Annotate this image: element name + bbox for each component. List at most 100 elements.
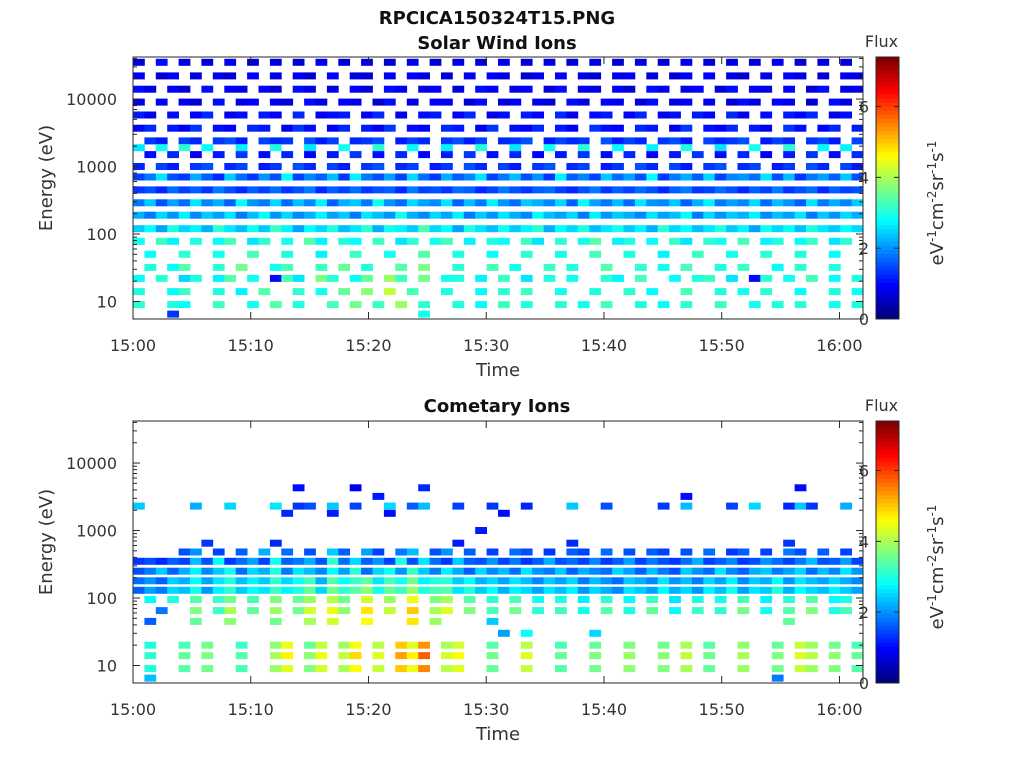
heatmap-cell [212, 263, 225, 271]
heatmap-cell [190, 163, 202, 170]
heatmap-cell [555, 557, 567, 565]
heatmap-cell [520, 124, 533, 132]
heatmap-cell [509, 263, 522, 271]
heatmap-cell [224, 596, 237, 603]
heatmap-cell [771, 652, 784, 660]
heatmap-cell [201, 586, 214, 594]
heatmap-cell [612, 199, 624, 207]
heatmap-cell [669, 72, 681, 80]
heatmap-cell [726, 186, 738, 194]
colorbar-step [876, 57, 899, 62]
heatmap-cell [326, 199, 339, 207]
heatmap-cell [771, 225, 784, 233]
heatmap-cell [338, 263, 351, 271]
heatmap-cell [520, 665, 533, 673]
heatmap-cell [657, 85, 670, 93]
heatmap-cell [657, 301, 670, 309]
colorbar-step [876, 192, 899, 197]
x-tick-label: 15:30 [463, 336, 509, 355]
heatmap-cell [178, 652, 191, 660]
heatmap-cell [269, 596, 282, 603]
heatmap-cell [395, 111, 408, 119]
heatmap-cell [235, 557, 248, 565]
heatmap-cell [714, 567, 727, 575]
heatmap-cell [680, 502, 693, 510]
heatmap-cell [520, 250, 533, 258]
heatmap-cell [828, 124, 841, 132]
heatmap-cell [771, 586, 784, 594]
heatmap-cell [167, 586, 179, 594]
heatmap-cell [155, 173, 168, 181]
heatmap-cell [783, 186, 795, 194]
colorbar-step [876, 433, 899, 438]
heatmap-cell [623, 211, 636, 219]
heatmap-cell [190, 237, 202, 245]
heatmap-cell [509, 577, 522, 585]
heatmap-cell [292, 225, 305, 233]
colorbar-step [876, 515, 899, 520]
heatmap-cell [634, 58, 647, 66]
heatmap-cell [680, 225, 693, 233]
colorbar-step [876, 163, 899, 169]
heatmap-cell [520, 301, 533, 309]
heatmap-cell [691, 607, 704, 615]
heatmap-cell [406, 173, 419, 181]
heatmap-cell [178, 274, 191, 282]
heatmap-cell [418, 567, 430, 575]
colorbar-step [876, 642, 899, 647]
heatmap-cell [269, 98, 282, 106]
heatmap-cell [475, 58, 487, 66]
heatmap-cell [657, 586, 670, 594]
heatmap-cell [155, 211, 168, 219]
heatmap-cell [349, 641, 362, 649]
heatmap-cell [828, 111, 841, 119]
heatmap-cell [463, 607, 476, 615]
heatmap-cell [326, 225, 339, 233]
heatmap-cell [452, 85, 465, 93]
heatmap-cell [543, 98, 556, 106]
heatmap-cell [463, 137, 476, 145]
heatmap-cell [577, 586, 590, 594]
heatmap-cell [269, 274, 282, 282]
heatmap-cell [326, 567, 339, 575]
colorbar-step [876, 617, 899, 623]
heatmap-cell [532, 98, 544, 106]
heatmap-cell [429, 557, 442, 565]
heatmap-cell [760, 211, 773, 219]
heatmap-cell [338, 641, 351, 649]
heatmap-cell [235, 211, 248, 219]
heatmap-cell [418, 151, 430, 159]
colorbar-step [876, 502, 899, 508]
heatmap-cell [566, 98, 579, 106]
heatmap-cell [543, 211, 556, 219]
heatmap-cell [406, 225, 419, 233]
colorbar-step [876, 592, 899, 598]
heatmap-cell [349, 137, 362, 145]
colorbar-tick-label: 0 [859, 674, 869, 693]
heatmap-cell [680, 567, 693, 575]
heatmap-cell [395, 301, 408, 309]
heatmap-cell [589, 586, 602, 594]
heatmap-cell [349, 274, 362, 282]
heatmap-cell [840, 237, 852, 245]
colorbar-step [876, 572, 899, 578]
heatmap-cell [577, 137, 590, 145]
heatmap-cell [486, 263, 499, 271]
heatmap-cell [794, 237, 807, 245]
heatmap-cell [771, 58, 784, 66]
heatmap-cell [589, 577, 602, 585]
heatmap-cell [304, 211, 316, 219]
heatmap-cell [577, 548, 590, 556]
heatmap-cell [703, 173, 716, 181]
heatmap-cell [840, 586, 852, 594]
heatmap-cell [212, 301, 225, 309]
heatmap-cell [794, 186, 807, 194]
heatmap-cell [349, 199, 362, 207]
heatmap-cell [383, 72, 396, 80]
heatmap-cell [577, 607, 590, 615]
heatmap-cell [840, 199, 852, 207]
heatmap-cell [612, 124, 624, 132]
heatmap-cell [486, 173, 499, 181]
heatmap-cell [680, 85, 693, 93]
heatmap-cell [532, 567, 544, 575]
